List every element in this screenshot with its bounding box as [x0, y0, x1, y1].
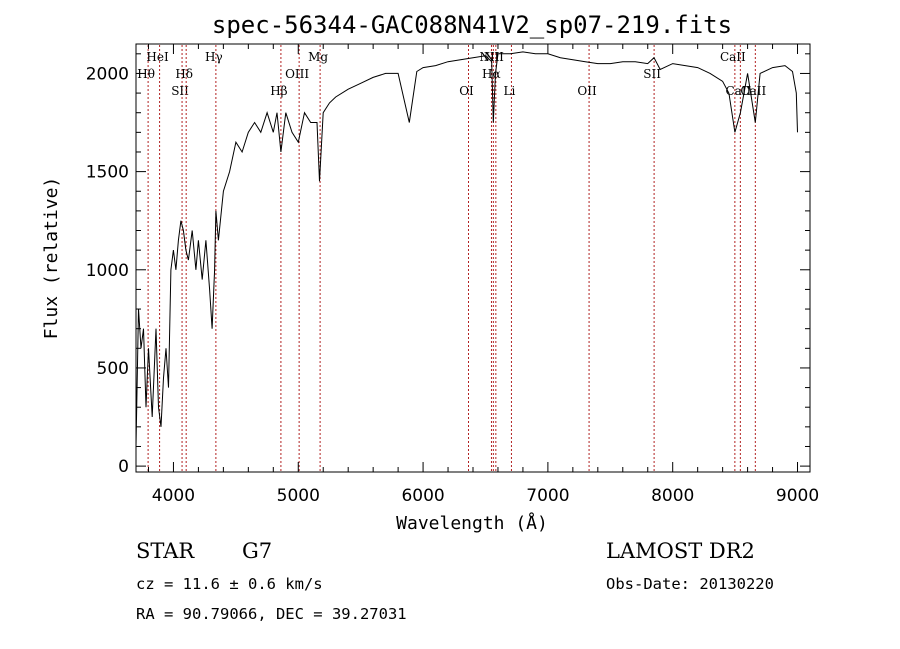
- spectral-line-label: CaII: [720, 50, 746, 64]
- redshift-cz: cz = 11.6 ± 0.6 km/s: [136, 575, 323, 593]
- spectrum-series: [135, 51, 798, 447]
- spectral-line-label: Hβ: [270, 84, 287, 98]
- x-tick-label: 7000: [526, 486, 569, 506]
- y-tick-label: 2000: [86, 64, 129, 84]
- survey-name: LAMOST DR2: [606, 539, 755, 563]
- object-class: STAR: [136, 539, 195, 563]
- y-tick-label: 500: [97, 359, 129, 379]
- axis-ticks: 4000 5000 6000 7000 8000 9000 0 500 1000 1500 2000: [86, 44, 819, 506]
- spectral-line-label: SII: [171, 84, 189, 98]
- x-tick-label: 9000: [776, 486, 819, 506]
- spectral-line-label: Hα: [482, 67, 501, 81]
- spectral-line-label: SII: [643, 67, 661, 81]
- spectral-line-label: OIII: [285, 67, 309, 81]
- x-tick-label: 8000: [651, 486, 694, 506]
- spectral-line-label: OI: [459, 84, 474, 98]
- x-tick-label: 4000: [152, 486, 195, 506]
- spectral-line-label: OII: [577, 84, 597, 98]
- x-axis-label: Wavelength (Å): [396, 512, 548, 534]
- y-tick-label: 1000: [86, 261, 129, 281]
- x-tick-label: 6000: [401, 486, 444, 506]
- spectrum-line: [135, 51, 798, 447]
- chart-title: spec-56344-GAC088N41V2_sp07-219.fits: [212, 11, 732, 39]
- plot-frame: [135, 43, 811, 473]
- y-tick-label: 1500: [86, 163, 129, 183]
- observation-date: Obs-Date: 20130220: [606, 575, 774, 593]
- spectral-line-label: Mg: [308, 50, 328, 64]
- y-axis-label: Flux (relative): [41, 177, 62, 340]
- spectral-line-label: Hγ: [205, 50, 223, 64]
- spectral-line-label: CaII: [740, 84, 766, 98]
- spectral-line-label: NII: [479, 50, 499, 64]
- spectral-line-label: HeI: [146, 50, 169, 64]
- ra-dec: RA = 90.79066, DEC = 39.27031: [136, 605, 407, 623]
- spectral-line-label: Hθ: [137, 67, 155, 81]
- spectral-line-label: Li: [504, 84, 516, 98]
- spectral-line-label: Hδ: [175, 67, 193, 81]
- object-subclass: G7: [242, 539, 272, 563]
- x-tick-label: 5000: [277, 486, 320, 506]
- y-tick-label: 0: [118, 457, 129, 477]
